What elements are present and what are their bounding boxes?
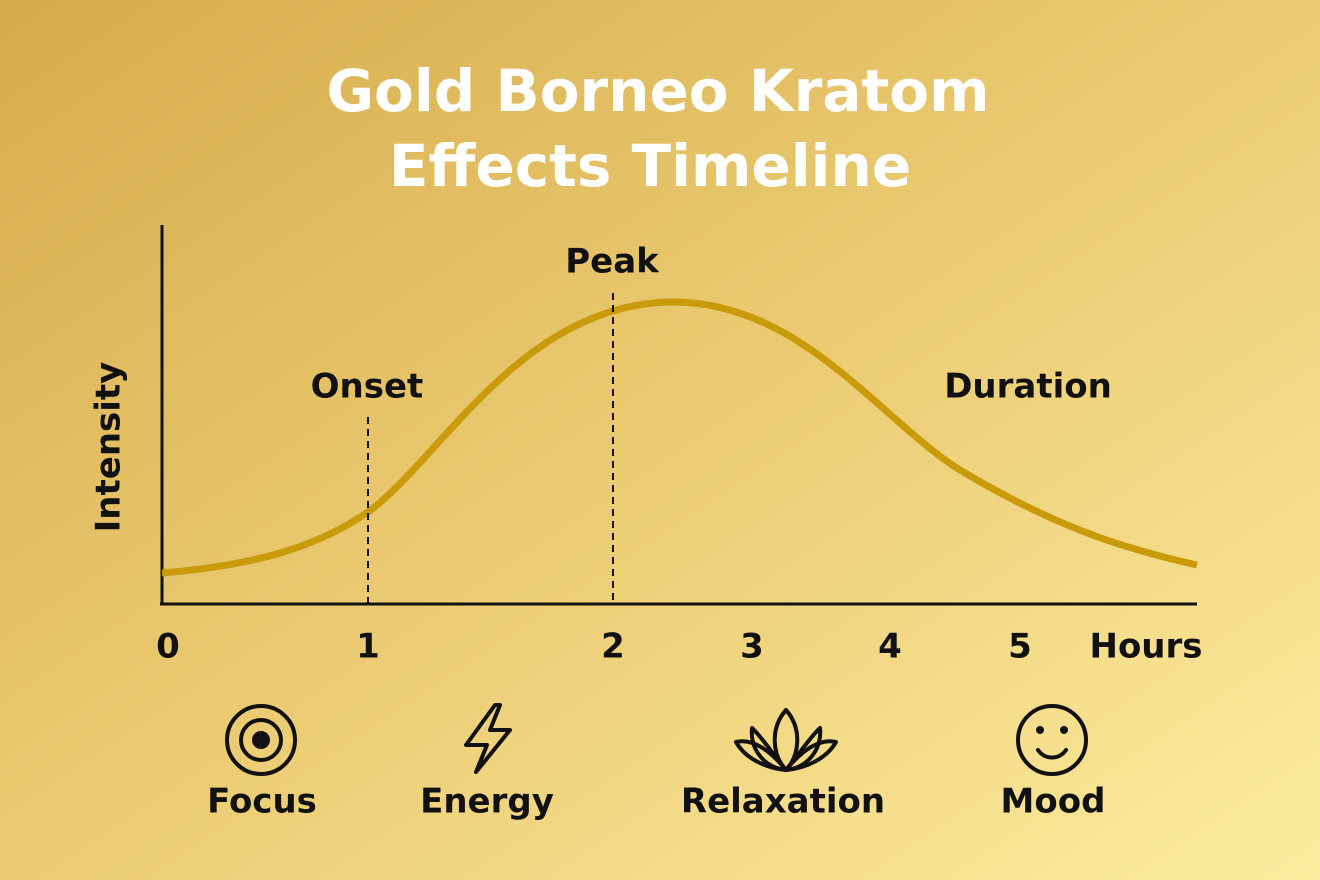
y-axis-label: Intensity — [89, 362, 129, 533]
title: Effects Timeline — [389, 132, 911, 200]
effect-label: Focus — [207, 782, 317, 822]
mood-icon-eye — [1036, 726, 1044, 734]
mood-icon — [1016, 704, 1088, 776]
x-tick-label: 0 — [156, 627, 180, 667]
x-tick-label: 2 — [601, 627, 625, 667]
mood-icon-eye — [1060, 726, 1068, 734]
title: Gold Borneo Kratom — [326, 57, 989, 125]
focus-icon — [225, 704, 297, 776]
x-tick-label: 3 — [740, 627, 764, 667]
x-tick-label: 5 — [1008, 627, 1032, 667]
x-axis-unit: Hours — [1089, 627, 1202, 667]
annotation: Onset — [311, 367, 424, 407]
x-tick-label: 1 — [356, 627, 380, 667]
effect-label: Mood — [1001, 782, 1106, 822]
energy-icon — [464, 703, 512, 774]
effect-label: Energy — [420, 782, 554, 822]
intensity-curve — [161, 298, 1198, 577]
effect-label: Relaxation — [681, 782, 885, 822]
annotation: Peak — [565, 242, 660, 282]
relaxation-icon — [734, 708, 838, 772]
x-tick-label: 4 — [878, 627, 902, 667]
annotation: Duration — [944, 367, 1112, 407]
